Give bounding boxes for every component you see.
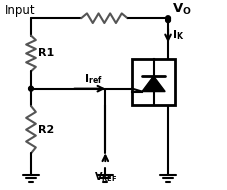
- Text: $\mathbf{V_O}$: $\mathbf{V_O}$: [171, 2, 191, 17]
- Bar: [132, 59, 174, 105]
- Text: Input: Input: [5, 4, 35, 17]
- Circle shape: [28, 86, 33, 91]
- Text: R1: R1: [38, 48, 54, 59]
- Text: R2: R2: [38, 125, 54, 135]
- Circle shape: [165, 18, 170, 23]
- Text: $\mathbf{I_K}$: $\mathbf{I_K}$: [171, 29, 184, 43]
- Text: $\mathbf{V_{REF}}$: $\mathbf{V_{REF}}$: [93, 170, 117, 184]
- Polygon shape: [141, 76, 164, 92]
- Text: $\mathbf{I_{ref}}$: $\mathbf{I_{ref}}$: [84, 72, 102, 86]
- Circle shape: [165, 16, 170, 21]
